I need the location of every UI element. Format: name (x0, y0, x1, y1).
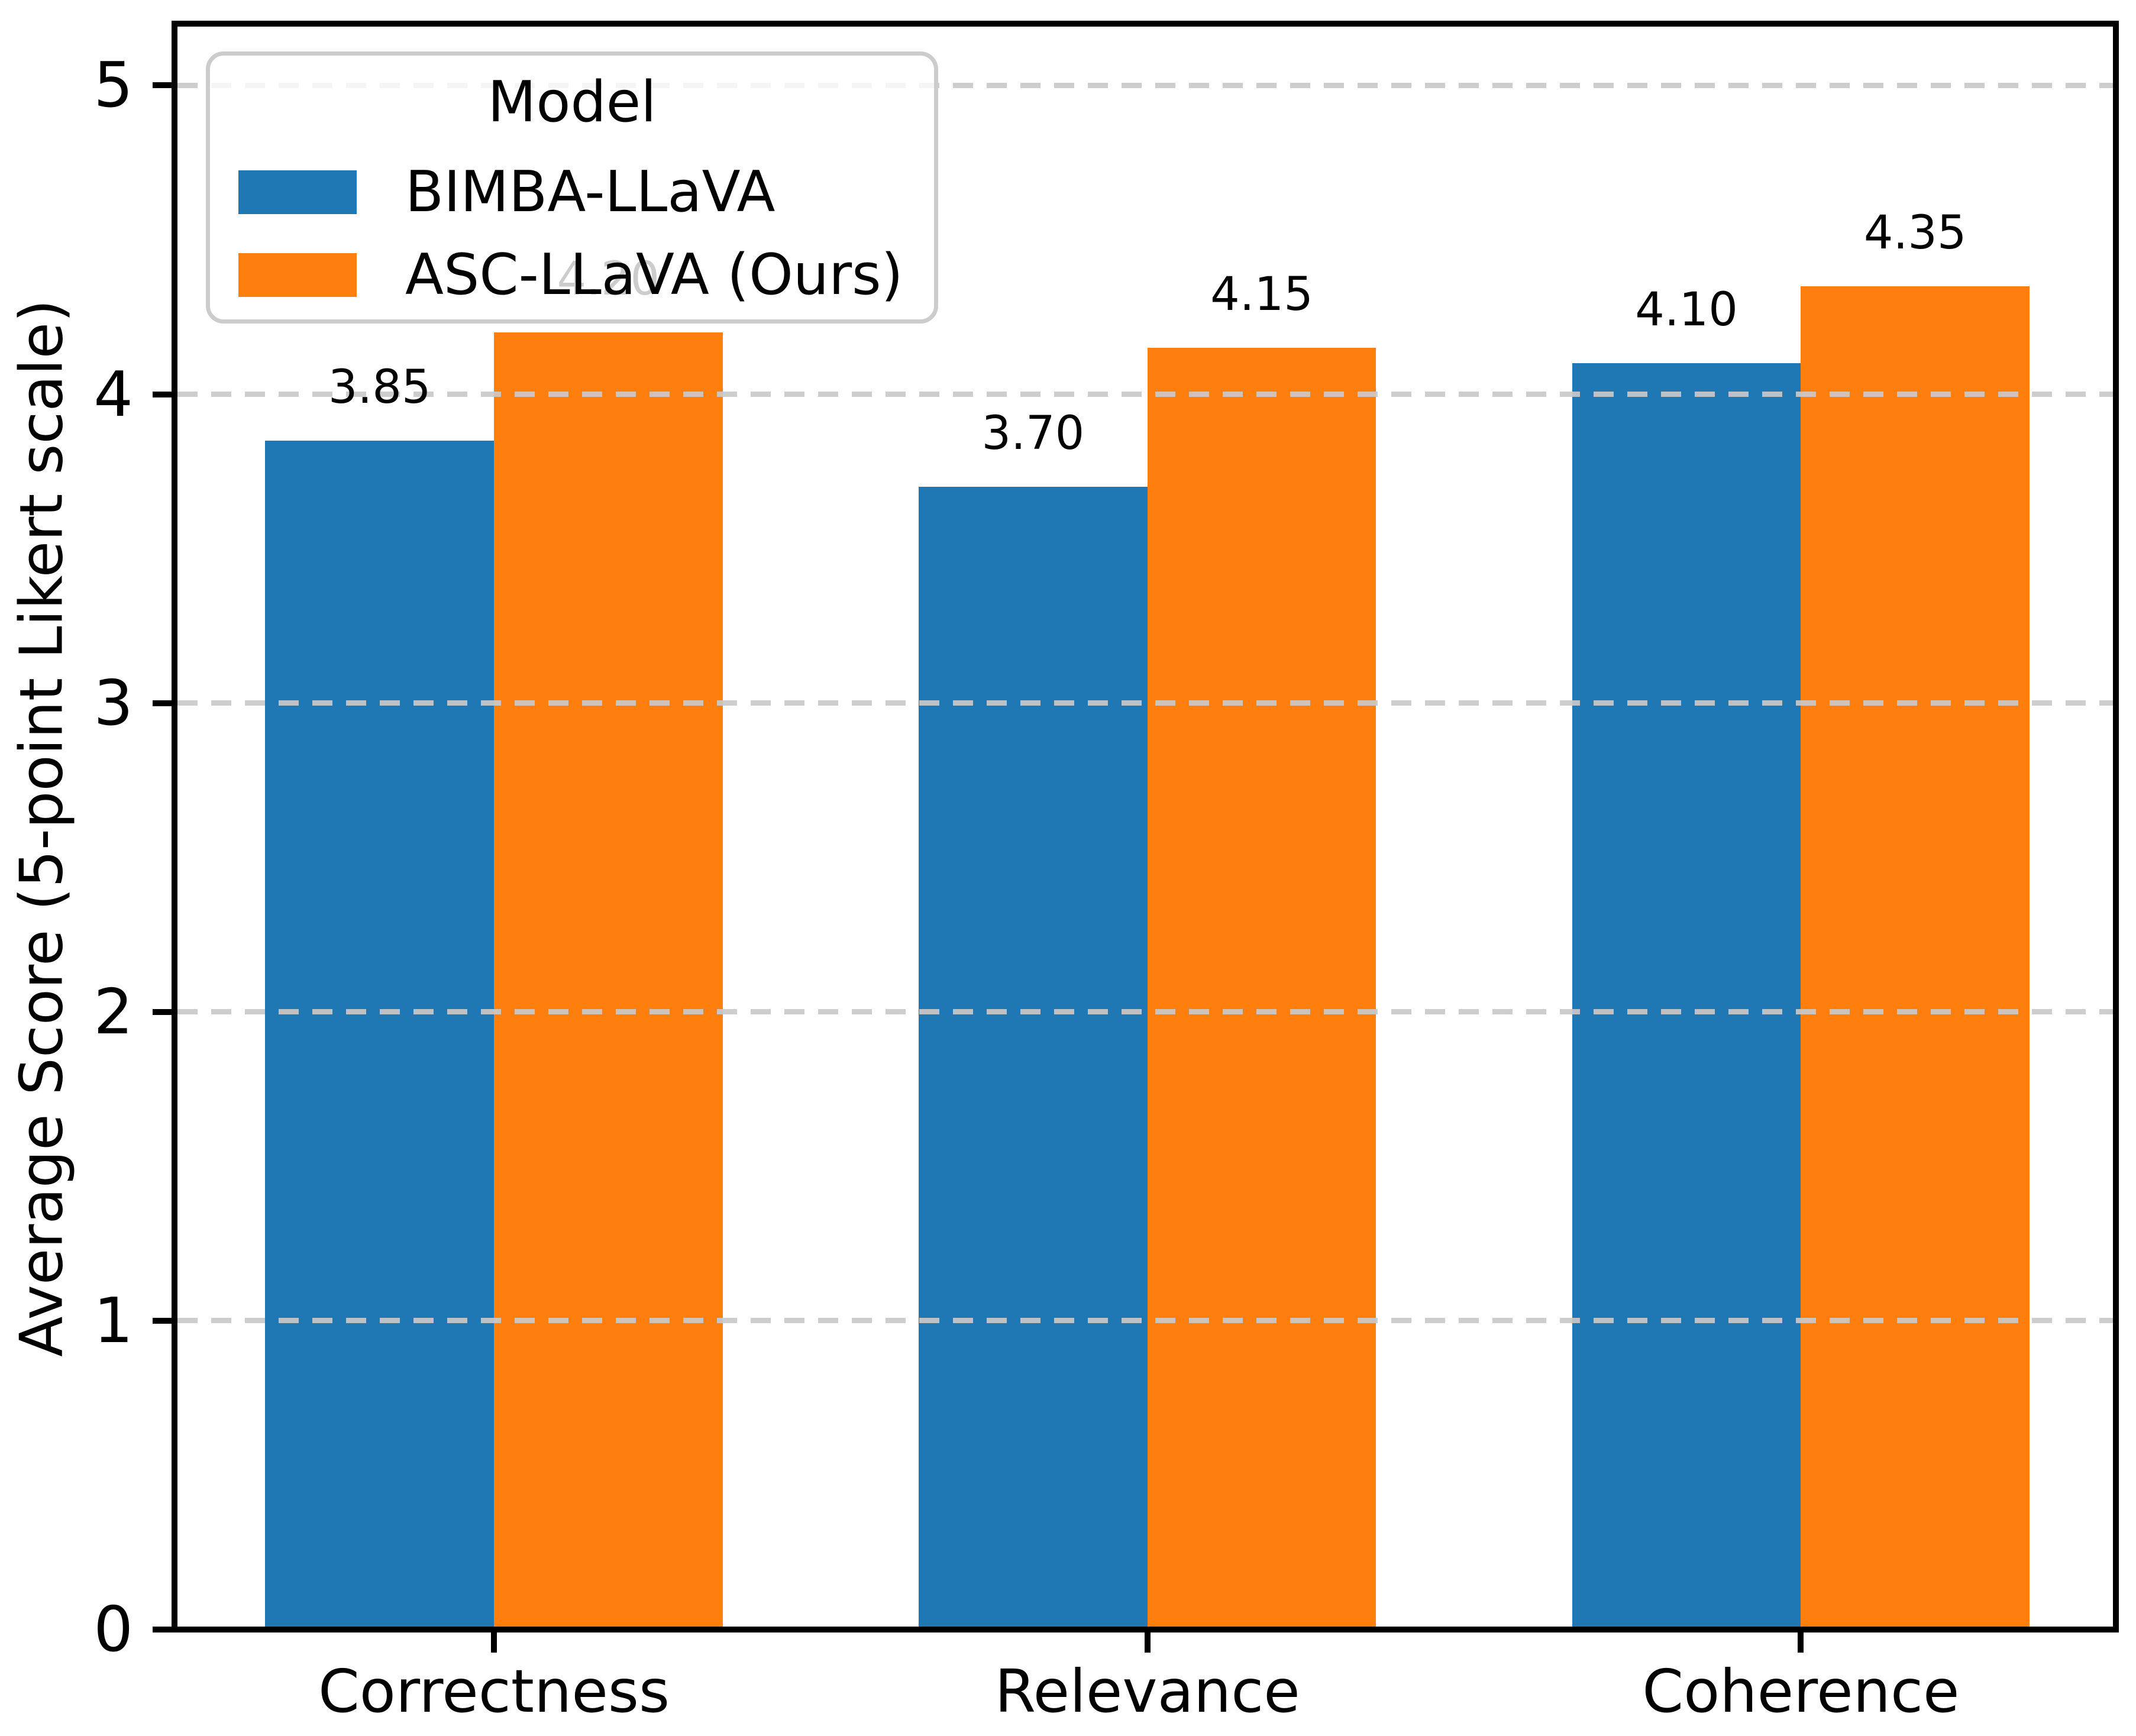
y-tick-label-1: 1 (93, 1284, 133, 1357)
bar-asc-llava-ours--relevance (1147, 348, 1376, 1630)
bar-bimba-llava-coherence (1572, 363, 1801, 1630)
gridline-y-1 (177, 1318, 2113, 1324)
x-tick-label-relevance: Relevance (994, 1657, 1300, 1726)
y-tick-label-2: 2 (93, 975, 133, 1048)
x-tick-correctness (491, 1632, 497, 1653)
y-tick-4 (153, 391, 173, 397)
legend-label: BIMBA-LLaVA (405, 160, 775, 225)
value-label-coherence-1: 4.35 (1863, 206, 1967, 260)
legend-title: Model (487, 70, 657, 135)
legend: Model BIMBA-LLaVA ASC-LLaVA (Ours) (206, 51, 938, 324)
y-axis-label: Average Score (5-point Likert scale) (7, 299, 76, 1357)
y-tick-5 (153, 82, 173, 89)
bar-bimba-llava-correctness (265, 440, 494, 1630)
x-tick-label-coherence: Coherence (1642, 1657, 1960, 1726)
gridline-y-5 (177, 82, 2113, 88)
y-tick-3 (153, 700, 173, 706)
y-tick-label-5: 5 (93, 49, 133, 122)
x-tick-coherence (1798, 1632, 1804, 1653)
value-label-relevance-0: 3.70 (981, 407, 1085, 461)
bar-asc-llava-ours--correctness (494, 332, 723, 1630)
gridline-y-4 (177, 392, 2113, 397)
value-label-correctness-0: 3.85 (328, 360, 431, 414)
y-tick-1 (153, 1317, 173, 1324)
x-tick-relevance (1144, 1632, 1151, 1653)
legend-entry-bimba-llava: BIMBA-LLaVA (238, 160, 934, 225)
y-tick-label-3: 3 (93, 667, 133, 739)
bar-bimba-llava-relevance (919, 487, 1148, 1630)
gridline-y-2 (177, 1009, 2113, 1015)
value-label-coherence-0: 4.10 (1635, 283, 1738, 337)
y-tick-label-4: 4 (93, 358, 133, 431)
bar-asc-llava-ours--coherence (1801, 286, 2030, 1630)
legend-swatch-orange (238, 253, 357, 297)
gridline-y-3 (177, 700, 2113, 706)
legend-entry-asc-llava: ASC-LLaVA (Ours) (238, 243, 934, 308)
x-tick-label-correctness: Correctness (318, 1657, 670, 1726)
y-tick-label-0: 0 (93, 1593, 133, 1666)
legend-swatch-blue (238, 170, 357, 214)
y-tick-0 (153, 1627, 173, 1632)
legend-label: ASC-LLaVA (Ours) (405, 243, 903, 308)
value-label-relevance-1: 4.15 (1210, 268, 1313, 322)
y-tick-2 (153, 1008, 173, 1015)
